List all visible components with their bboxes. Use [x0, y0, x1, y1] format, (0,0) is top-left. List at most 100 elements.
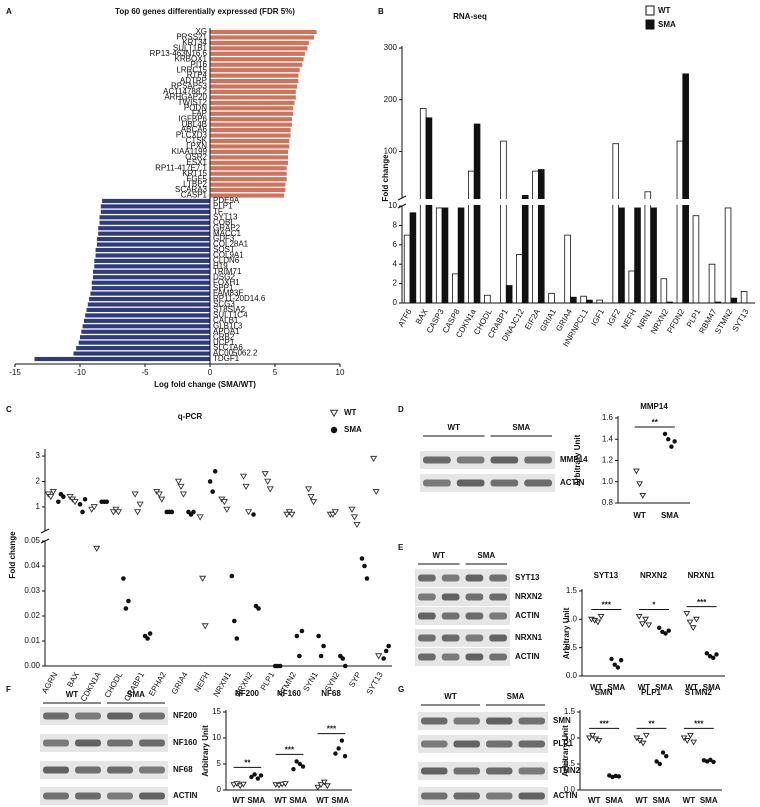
blot-band	[465, 634, 484, 642]
gene-label: KRBOX1	[175, 54, 208, 63]
bar	[87, 302, 210, 307]
y-tick-label: 1.5	[564, 707, 576, 716]
y-tick-label: 4	[393, 259, 398, 268]
bar	[537, 169, 545, 304]
y-tick-label: 1.5	[566, 586, 578, 595]
gene-label: COL28A1	[213, 240, 249, 249]
blot-band	[465, 612, 484, 620]
data-point	[704, 651, 710, 656]
blot-band	[518, 740, 545, 748]
x-tick-label: WT	[683, 796, 696, 805]
data-point	[191, 509, 196, 515]
blot-band	[421, 792, 448, 800]
data-point	[244, 509, 253, 516]
bar	[516, 254, 523, 304]
blot-band	[107, 712, 133, 720]
data-point	[220, 499, 228, 506]
gene-label: LTBP2	[183, 180, 207, 189]
chart-title: RNA-seq	[453, 12, 487, 21]
blot-row-label: NF160	[173, 738, 198, 747]
x-tick-label: WT	[633, 511, 646, 520]
x-tick-label: SMA	[703, 683, 721, 692]
data-point	[305, 486, 313, 493]
blot-band	[418, 612, 436, 620]
y-tick-label: 0.01	[24, 636, 40, 645]
bar	[76, 346, 210, 351]
data-point	[300, 764, 306, 769]
y-tick-label: 0.02	[24, 611, 40, 620]
bar	[210, 171, 287, 176]
data-point	[47, 494, 55, 501]
panel-label: A	[6, 7, 12, 16]
data-point	[689, 625, 697, 632]
bar	[210, 68, 300, 73]
data-point	[258, 773, 264, 778]
x-tick-label: SMA	[655, 683, 673, 692]
blot-band	[139, 766, 165, 774]
x-tick-label: -15	[9, 368, 21, 377]
gene-label: FAP	[192, 109, 207, 118]
data-point	[318, 653, 324, 659]
data-point	[364, 576, 370, 581]
data-point	[362, 563, 367, 569]
blot-strip-bg	[418, 735, 548, 753]
y-tick-label: 10	[388, 201, 397, 210]
data-point	[249, 774, 254, 780]
bar	[210, 89, 296, 95]
bar	[210, 111, 294, 116]
gene-label: COL9A1	[213, 251, 244, 260]
data-point	[324, 783, 331, 790]
blot-band	[43, 739, 69, 747]
y-tick-label: 0.5	[564, 759, 576, 768]
blot-band	[75, 712, 101, 720]
bar	[210, 95, 296, 100]
gene-label: TWIST2	[178, 98, 208, 107]
gene-label: MACC1	[213, 229, 242, 238]
bar	[457, 207, 465, 304]
x-tick-label: SYT13	[365, 670, 385, 696]
x-tick-label: ATF6	[396, 307, 414, 328]
y-axis-label: Arbitrary Unit	[561, 725, 570, 777]
panel-label: F	[6, 685, 11, 694]
y-axis-label: Arbitrary Unit	[562, 607, 571, 659]
blot-strip-bg	[40, 734, 168, 752]
blot-band	[75, 766, 101, 774]
x-tick-label: CDKN1A	[79, 670, 103, 703]
data-point	[381, 656, 386, 661]
data-point	[639, 740, 647, 747]
data-point	[375, 653, 383, 660]
data-point	[255, 776, 261, 781]
blot-band	[43, 792, 69, 800]
x-tick-label: WT	[232, 796, 245, 805]
blot-strip-bg	[418, 787, 548, 805]
gene-label: TF	[213, 207, 223, 216]
data-point	[656, 625, 662, 631]
x-tick-label: WT	[316, 796, 329, 805]
x-tick-label: SMA	[289, 796, 307, 805]
blot-band	[418, 574, 436, 582]
blot-strip-bg	[415, 629, 510, 647]
gene-label: KRT34	[182, 38, 207, 47]
data-point	[711, 759, 716, 765]
bar	[468, 170, 475, 304]
gene-label: ST8SIA2	[213, 305, 246, 314]
data-point	[386, 643, 391, 649]
bar	[618, 207, 625, 304]
bar	[100, 209, 210, 214]
panel-label: C	[6, 405, 12, 414]
legend-swatch	[645, 19, 655, 30]
bar	[91, 280, 210, 285]
blot-row-label: ACTIN	[560, 478, 585, 487]
blot-band	[489, 574, 507, 582]
blot-band	[456, 479, 485, 487]
x-tick-label: IGF1	[589, 307, 606, 327]
data-point	[669, 444, 674, 449]
bar	[210, 51, 305, 56]
significance-label: **	[652, 418, 659, 427]
bar	[210, 155, 288, 160]
bar	[210, 46, 308, 51]
significance-label: ***	[285, 746, 295, 755]
data-point	[236, 783, 244, 790]
data-point	[372, 488, 380, 496]
gene-label: SCG3	[213, 300, 235, 309]
